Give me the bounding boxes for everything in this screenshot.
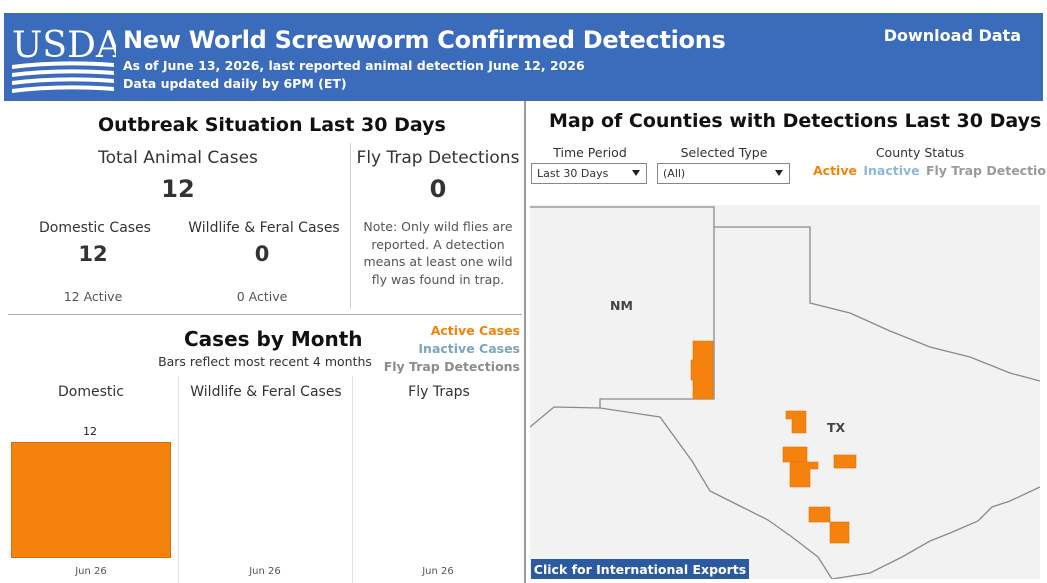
time-period-label: Time Period — [553, 145, 627, 160]
fly-trap-note-line: fly was found in trap. — [371, 271, 505, 287]
county-status-legend: Active Inactive Fly Trap Detection — [813, 163, 1047, 178]
chevron-down-icon — [632, 170, 640, 176]
panel-divider-vertical — [524, 101, 526, 583]
county-active[interactable] — [829, 521, 850, 544]
legend-inactive-cases: Inactive Cases — [418, 341, 520, 356]
cases-by-month-title: Cases by Month — [184, 327, 363, 351]
header-banner: USDA New World Screwworm Confirmed Detec… — [4, 13, 1043, 101]
coastline — [831, 486, 1040, 579]
county-active[interactable] — [785, 410, 807, 434]
fly-trap-note: Note: Only wild flies are reported. A de… — [356, 218, 520, 288]
county-active[interactable] — [690, 340, 714, 400]
county-status-label: County Status — [875, 145, 965, 160]
cases-by-month-subtitle: Bars reflect most recent 4 months — [158, 354, 372, 369]
download-data-button[interactable]: Download Data — [883, 26, 1021, 45]
state-border-mexico-west — [530, 406, 601, 428]
map-svg: NM TX — [530, 205, 1040, 579]
domestic-cases-value: 12 — [78, 242, 108, 266]
usda-logo-text: USDA — [12, 25, 116, 66]
legend-fly-trap-detections: Fly Trap Detections — [383, 359, 520, 374]
state-border-north — [530, 206, 1040, 382]
state-border-tx-west — [599, 227, 833, 579]
selected-type-dropdown[interactable]: (All) — [657, 163, 790, 184]
fly-trap-label: Fly Trap Detections — [356, 148, 520, 168]
month-tick-label: Jun 26 — [249, 566, 281, 577]
wildlife-cases-label: Wildlife & Feral Cases — [188, 220, 340, 236]
state-label-tx: TX — [827, 420, 846, 435]
usda-logo-icon: USDA — [12, 25, 116, 93]
international-exports-button[interactable]: Click for International Exports — [531, 559, 749, 579]
chart-column-divider — [352, 376, 353, 583]
total-cases-label: Total Animal Cases — [98, 148, 258, 168]
state-label-nm: NM — [610, 298, 633, 313]
header-subtitle-date: As of June 13, 2026, last reported anima… — [123, 58, 585, 73]
county-active[interactable] — [789, 461, 819, 488]
wildlife-cases-value: 0 — [254, 242, 270, 266]
fly-trap-note-line: Note: Only wild flies are — [363, 219, 513, 234]
status-inactive[interactable]: Inactive — [863, 163, 920, 178]
chevron-down-icon — [775, 170, 783, 176]
domestic-cases-label: Domestic Cases — [39, 220, 151, 236]
time-period-value: Last 30 Days — [537, 167, 609, 180]
selected-type-label: Selected Type — [680, 145, 768, 160]
county-active[interactable] — [808, 506, 831, 523]
domestic-active-count: 12 Active — [63, 289, 123, 304]
outbreak-title: Outbreak Situation Last 30 Days — [98, 114, 446, 136]
county-active[interactable] — [782, 446, 808, 463]
column-label-wildlife: Wildlife & Feral Cases — [190, 384, 342, 400]
legend-active-cases: Active Cases — [430, 323, 520, 338]
fly-trap-note-line: reported. A detection — [371, 236, 505, 252]
page-title: New World Screwworm Confirmed Detections — [123, 26, 726, 54]
fly-section-divider — [350, 143, 351, 309]
total-cases-value: 12 — [161, 175, 195, 203]
header-subtitle-update: Data updated daily by 6PM (ET) — [123, 76, 347, 91]
chart-column-divider — [178, 376, 179, 583]
column-label-fly-traps: Fly Traps — [408, 384, 470, 400]
map-title: Map of Counties with Detections Last 30 … — [549, 110, 1042, 132]
status-active[interactable]: Active — [813, 163, 857, 178]
county-active[interactable] — [833, 454, 857, 469]
selected-type-value: (All) — [663, 167, 686, 180]
bar-domestic-jun26[interactable] — [11, 442, 171, 558]
status-fly-trap[interactable]: Fly Trap Detection — [925, 163, 1047, 178]
panel-divider-horizontal — [8, 314, 522, 315]
time-period-dropdown[interactable]: Last 30 Days — [531, 163, 647, 184]
county-map[interactable]: NM TX — [530, 205, 1040, 579]
fly-trap-note-line: means at least one wild — [363, 254, 513, 269]
month-tick-label: Jun 26 — [75, 566, 107, 577]
bar-data-label: 12 — [83, 425, 97, 438]
month-tick-label: Jun 26 — [422, 566, 454, 577]
wildlife-active-count: 0 Active — [236, 289, 288, 304]
column-label-domestic: Domestic — [58, 384, 124, 400]
fly-trap-value: 0 — [429, 175, 447, 203]
active-counties — [690, 340, 857, 544]
